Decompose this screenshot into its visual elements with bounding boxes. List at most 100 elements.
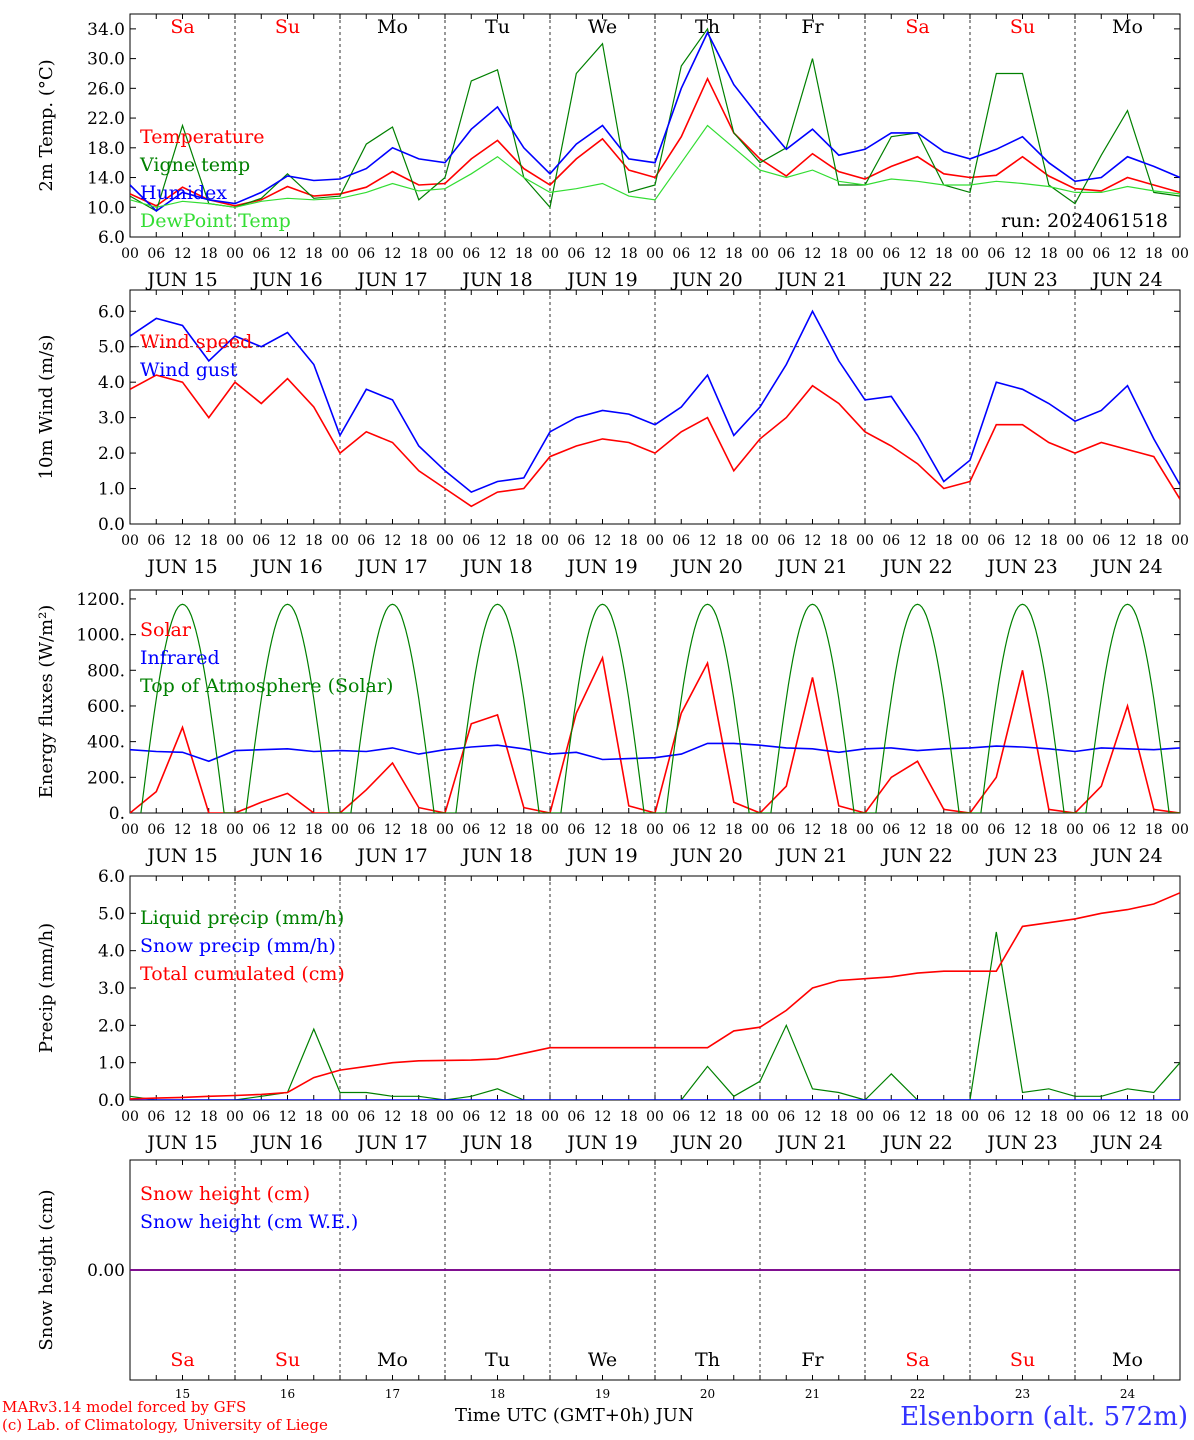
hour-label: 00 — [1066, 533, 1084, 549]
y-axis-label: 10m Wind (m/s) — [36, 335, 57, 480]
date-label: JUN 22 — [880, 556, 952, 578]
date-label: JUN 22 — [880, 845, 952, 867]
legend-entry: Solar — [140, 619, 192, 641]
hour-label: 00 — [1066, 246, 1084, 262]
series-line-1 — [130, 76, 1180, 207]
weekday-label: Fr — [801, 1349, 824, 1371]
legend-entry: Top of Atmosphere (Solar) — [140, 675, 393, 697]
hour-label: 00 — [121, 822, 139, 838]
hour-label: 00 — [541, 533, 559, 549]
hour-label: 06 — [567, 533, 585, 549]
weekday-label: Tu — [485, 1349, 510, 1371]
weekday-label: Sa — [170, 16, 194, 38]
hour-label: 00 — [646, 533, 664, 549]
legend-entry: Vigne temp — [139, 154, 250, 176]
hour-label: 18 — [410, 533, 428, 549]
hour-label: 06 — [147, 533, 165, 549]
hour-label: 12 — [909, 533, 927, 549]
hour-label: 18 — [830, 1109, 848, 1125]
hour-label: 12 — [489, 822, 507, 838]
hour-label: 18 — [1145, 1109, 1163, 1125]
hour-label: 00 — [331, 246, 349, 262]
y-tick-label: 6.0 — [98, 228, 125, 248]
y-tick-label: 0.0 — [98, 1091, 125, 1111]
hour-label: 18 — [200, 822, 218, 838]
panel-1: 6.0 10.0 14.0 18.0 22.0 26.0 30.0 34.0 2m Temp. … — [36, 13, 1189, 291]
y-tick-label: 34.0 — [87, 20, 125, 40]
day-number-label: 21 — [805, 1387, 820, 1401]
y-tick-label: 3.0 — [98, 979, 125, 999]
hour-label: 18 — [200, 246, 218, 262]
date-label: JUN 23 — [985, 556, 1057, 578]
weekday-label: We — [588, 16, 617, 38]
hour-label: 06 — [882, 1109, 900, 1125]
weekday-label: Su — [275, 16, 300, 38]
date-label: JUN 21 — [775, 1132, 847, 1154]
hour-label: 06 — [462, 533, 480, 549]
weekday-label: Tu — [485, 16, 510, 38]
hour-label: 12 — [174, 246, 192, 262]
legend-entry: Wind gust — [140, 359, 238, 381]
y-tick-label: 14.0 — [87, 169, 125, 189]
hour-label: 12 — [489, 533, 507, 549]
y-tick-label: 3.0 — [98, 409, 125, 429]
hour-label: 18 — [200, 1109, 218, 1125]
hour-label: 00 — [121, 1109, 139, 1125]
hour-label: 18 — [830, 533, 848, 549]
series-line-1 — [130, 655, 1180, 813]
weekday-label: Th — [695, 1349, 720, 1371]
hour-label: 00 — [541, 246, 559, 262]
date-label: JUN 23 — [985, 269, 1057, 291]
weekday-label: Fr — [801, 16, 824, 38]
date-label: JUN 19 — [565, 556, 637, 578]
hour-label: 12 — [804, 822, 822, 838]
legend-entry: Infrared — [140, 647, 220, 669]
hour-label: 18 — [1145, 822, 1163, 838]
date-label: JUN 21 — [775, 845, 847, 867]
hour-label: 00 — [961, 1109, 979, 1125]
date-label: JUN 16 — [250, 845, 322, 867]
hour-label: 06 — [252, 533, 270, 549]
y-tick-label: 400. — [87, 733, 125, 753]
hour-label: 00 — [646, 246, 664, 262]
date-label: JUN 18 — [460, 556, 532, 578]
hour-label: 00 — [1171, 533, 1189, 549]
hour-label: 12 — [174, 822, 192, 838]
hour-label: 18 — [620, 822, 638, 838]
hour-label: 00 — [1066, 822, 1084, 838]
date-label: JUN 20 — [670, 556, 742, 578]
y-tick-label: 2.0 — [98, 1016, 125, 1036]
legend-entry: Total cumulated (cm) — [140, 963, 345, 985]
date-label: JUN 15 — [145, 845, 217, 867]
hour-label: 12 — [174, 1109, 192, 1125]
hour-label: 00 — [751, 822, 769, 838]
series-line-1 — [130, 931, 1180, 1100]
y-tick-label: 0.0 — [98, 515, 125, 535]
hour-label: 00 — [541, 1109, 559, 1125]
date-label: JUN 20 — [670, 1132, 742, 1154]
series-line-3 — [130, 30, 1180, 213]
y-tick-label: 22.0 — [87, 109, 125, 129]
date-label: JUN 23 — [985, 1132, 1057, 1154]
series-line-4 — [130, 124, 1180, 208]
date-label: JUN 16 — [250, 269, 322, 291]
hour-label: 06 — [882, 246, 900, 262]
hour-label: 18 — [515, 533, 533, 549]
date-label: JUN 24 — [1090, 845, 1162, 867]
hour-label: 00 — [436, 1109, 454, 1125]
hour-label: 06 — [672, 822, 690, 838]
date-label: JUN 17 — [355, 269, 427, 291]
panel-4: 0.0 1.0 2.0 3.0 4.0 5.0 6.0 Precip (mm/h) Liquid… — [36, 867, 1189, 1154]
y-tick-label: 4.0 — [98, 942, 125, 962]
hour-label: 12 — [279, 1109, 297, 1125]
hour-label: 12 — [1014, 533, 1032, 549]
day-number-label: 20 — [700, 1387, 715, 1401]
hour-label: 18 — [410, 822, 428, 838]
series-line-1 — [130, 374, 1180, 508]
hour-label: 12 — [594, 533, 612, 549]
hour-label: 06 — [987, 1109, 1005, 1125]
hour-label: 06 — [252, 246, 270, 262]
y-tick-label: 5.0 — [98, 338, 125, 358]
hour-label: 00 — [646, 822, 664, 838]
